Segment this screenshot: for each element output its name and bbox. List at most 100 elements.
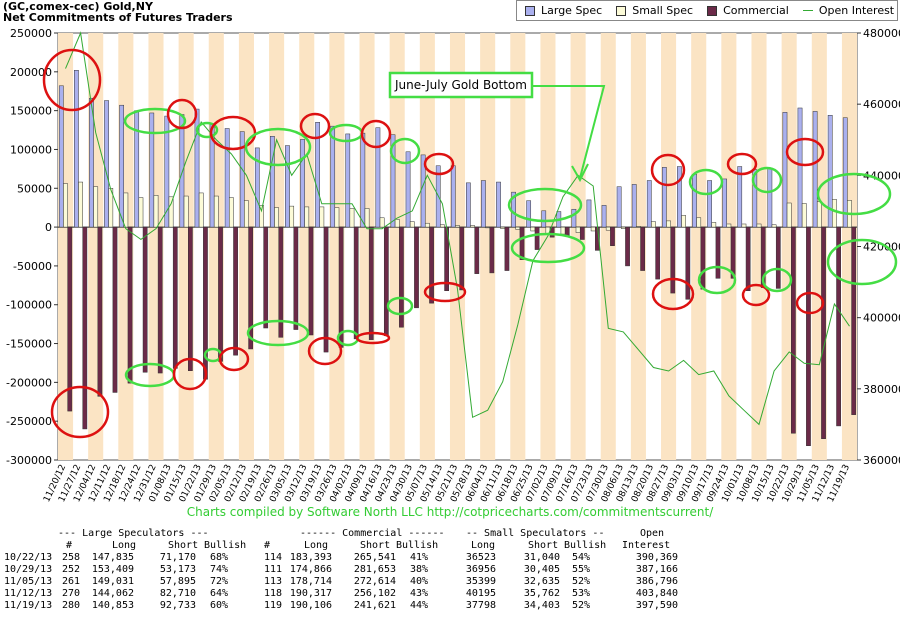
table-cell: 183,393: [289, 552, 332, 563]
table-cell: 36956: [465, 564, 496, 575]
bar-small-spec: [666, 220, 671, 228]
highlight-ellipse: [726, 152, 758, 176]
table-cell: 147,835: [91, 552, 134, 563]
bar-small-spec: [575, 226, 581, 233]
bar-large-spec: [496, 181, 501, 228]
col-header-small-bullish: Bullish: [564, 540, 607, 551]
bar-small-spec: [409, 221, 415, 228]
col-header-comm-long: Long: [304, 540, 329, 551]
y-right-tick-label: 440000: [863, 169, 900, 182]
table-cell: 178,714: [289, 576, 332, 587]
bar-large-spec: [571, 208, 577, 228]
chart-subtitle: Net Commitments of Futures Traders: [3, 11, 233, 24]
highlight-ellipse: [510, 232, 586, 264]
highlight-ellipse: [650, 153, 686, 187]
bar-small-spec: [470, 225, 475, 228]
y-right-tick-label: 360000: [863, 454, 900, 467]
y-right-tick-label: 400000: [863, 312, 900, 325]
grid-band: [721, 33, 737, 460]
table-column-header-row: # Long Short Bullish # Long Short Bullis…: [0, 540, 900, 552]
table-cell: 252: [61, 564, 80, 575]
highlight-ellipse: [386, 296, 414, 316]
highlight-ellipse: [651, 277, 695, 311]
grid-band: [661, 33, 677, 460]
highlight-ellipse: [246, 319, 310, 347]
legend-swatch-small-spec: [616, 5, 627, 16]
grid-band: [419, 33, 435, 460]
bar-small-spec: [183, 195, 189, 228]
bar-large-spec: [224, 128, 230, 228]
legend-swatch-open-interest: [802, 10, 813, 11]
table-cell: 38%: [409, 564, 428, 575]
y-left-tick-label: 250000: [10, 27, 52, 40]
table-row: 11/19/13 280 140,853 92,733 60% 119 190,106 241…: [0, 600, 900, 612]
bar-commercial: [730, 226, 736, 279]
bar-large-spec: [616, 186, 622, 228]
highlight-ellipse: [218, 346, 250, 372]
bar-large-spec: [481, 180, 486, 228]
table-cell: 119: [263, 600, 282, 611]
highlight-ellipse: [172, 357, 208, 391]
bar-large-spec: [767, 167, 773, 228]
table-cell: 40195: [465, 588, 496, 599]
col-header-open-interest: Interest: [622, 540, 671, 551]
bar-commercial: [715, 226, 721, 279]
bar-commercial: [806, 226, 811, 447]
bar-small-spec: [515, 226, 521, 230]
bar-large-spec: [345, 133, 351, 228]
table-cell: 74%: [209, 564, 228, 575]
group-header-small-spec: -- Small Speculators --: [466, 528, 605, 539]
highlight-ellipse: [299, 112, 331, 140]
y-right-tick-label: 480000: [863, 27, 900, 40]
bar-small-spec: [198, 192, 204, 228]
bar-commercial: [625, 226, 630, 267]
table-cell: 36523: [465, 552, 496, 563]
highlight-ellipse: [507, 187, 583, 223]
legend-label-large-spec: Large Spec: [541, 4, 603, 17]
bar-commercial: [775, 226, 781, 289]
table-cell-date: 11/19/13: [4, 600, 53, 611]
highlight-ellipse: [166, 98, 198, 130]
line-open-interest: [65, 31, 850, 426]
bar-small-spec: [726, 223, 732, 228]
bar-commercial: [414, 226, 419, 309]
bar-large-spec: [692, 174, 697, 228]
bar-small-spec: [620, 226, 626, 229]
table-cell: 53%: [571, 588, 590, 599]
legend-label-commercial: Commercial: [723, 4, 789, 17]
bar-commercial: [549, 226, 555, 238]
bar-small-spec: [711, 222, 717, 228]
bar-small-spec: [756, 223, 762, 228]
highlight-ellipse: [826, 238, 898, 286]
bar-large-spec: [58, 85, 64, 228]
table-cell: 52%: [571, 576, 590, 587]
bar-large-spec: [119, 104, 124, 228]
bar-large-spec: [737, 166, 743, 228]
table-cell: 41%: [409, 552, 428, 563]
table-cell: 149,031: [91, 576, 134, 587]
bar-large-spec: [375, 127, 381, 228]
table-cell: 111: [263, 564, 282, 575]
bar-small-spec: [801, 203, 807, 228]
highlight-ellipse: [50, 385, 110, 439]
bar-commercial: [218, 226, 223, 362]
bar-commercial: [188, 226, 193, 371]
col-header-small-short: Short: [528, 540, 559, 551]
table-cell: 265,541: [353, 552, 396, 563]
bar-commercial: [399, 226, 404, 328]
legend-item-commercial: Commercial: [707, 4, 789, 17]
highlight-ellipse: [423, 152, 455, 176]
bar-large-spec: [405, 151, 411, 228]
bar-commercial: [489, 226, 495, 274]
bar-small-spec: [168, 196, 174, 228]
chart-credit: Charts compiled by Software North LLC ht…: [186, 505, 714, 519]
bar-large-spec: [782, 112, 788, 228]
table-cell: 57,895: [159, 576, 196, 587]
table-cell: 35,762: [523, 588, 560, 599]
bar-commercial: [233, 226, 238, 356]
y-left-tick-label: -150000: [6, 338, 52, 351]
annotation-label: June-July Gold Bottom: [394, 78, 527, 92]
table-cell: 52%: [571, 600, 590, 611]
bar-small-spec: [636, 226, 641, 228]
bar-small-spec: [274, 207, 279, 228]
